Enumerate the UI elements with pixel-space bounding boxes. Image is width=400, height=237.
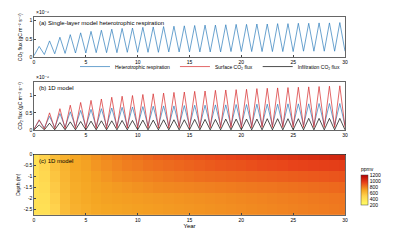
svg-text:30: 30	[342, 217, 348, 223]
svg-text:0: 0	[30, 151, 33, 157]
svg-text:0.5: 0.5	[25, 36, 32, 42]
svg-text:-1: -1	[28, 173, 33, 179]
svg-text:CO₂ flux (gC m⁻² s⁻¹): CO₂ flux (gC m⁻² s⁻¹)	[17, 13, 23, 61]
svg-text:25: 25	[290, 59, 296, 65]
svg-text:×10⁻⁶: ×10⁻⁶	[36, 9, 49, 15]
svg-text:30: 30	[342, 132, 348, 138]
svg-text:1: 1	[30, 92, 33, 98]
svg-text:Surface CO₂ flux: Surface CO₂ flux	[215, 64, 253, 70]
svg-text:15: 15	[187, 59, 193, 65]
svg-text:400: 400	[370, 196, 379, 202]
svg-text:600: 600	[370, 190, 379, 196]
svg-text:ppmv: ppmv	[361, 166, 374, 172]
svg-text:-2: -2	[28, 195, 33, 201]
svg-text:10: 10	[135, 217, 141, 223]
svg-text:800: 800	[370, 184, 379, 190]
svg-text:0: 0	[33, 59, 36, 65]
svg-text:×10⁻⁶: ×10⁻⁶	[36, 74, 49, 80]
svg-text:200: 200	[370, 202, 379, 208]
svg-text:0: 0	[30, 127, 33, 133]
svg-text:0.5: 0.5	[25, 110, 32, 116]
svg-text:1200: 1200	[370, 172, 381, 178]
svg-text:(b) 1D model: (b) 1D model	[39, 85, 74, 91]
svg-text:0: 0	[30, 54, 33, 60]
svg-text:(c) 1D model: (c) 1D model	[39, 158, 73, 164]
svg-text:5: 5	[84, 217, 87, 223]
svg-text:25: 25	[290, 217, 296, 223]
svg-text:0: 0	[33, 132, 36, 138]
svg-text:20: 20	[239, 217, 245, 223]
svg-text:15: 15	[187, 217, 193, 223]
svg-text:10: 10	[135, 132, 141, 138]
svg-text:30: 30	[342, 59, 348, 65]
svg-text:20: 20	[238, 59, 245, 65]
svg-text:20: 20	[239, 132, 245, 138]
svg-text:15: 15	[187, 132, 193, 138]
svg-text:Infiltration CO₂ flux: Infiltration CO₂ flux	[298, 64, 340, 70]
svg-text:5: 5	[84, 132, 87, 138]
svg-text:-2.5: -2.5	[24, 206, 33, 212]
svg-text:5: 5	[84, 59, 87, 65]
svg-text:-1.5: -1.5	[24, 184, 33, 190]
svg-text:1000: 1000	[370, 178, 381, 184]
svg-text:Year: Year	[183, 223, 195, 229]
svg-text:CO₂ flux (gC m⁻² s⁻¹): CO₂ flux (gC m⁻² s⁻¹)	[17, 82, 23, 130]
svg-text:(a) Single-layer model heterot: (a) Single-layer model heterotrophic res…	[39, 20, 164, 26]
svg-text:Depth (m): Depth (m)	[15, 173, 21, 196]
svg-text:1: 1	[30, 17, 33, 23]
svg-text:-0.5: -0.5	[24, 162, 33, 168]
svg-text:25: 25	[290, 132, 296, 138]
svg-text:0: 0	[33, 217, 36, 223]
svg-text:Heterotrophic respiration: Heterotrophic respiration	[115, 64, 170, 70]
svg-text:10: 10	[134, 59, 141, 65]
